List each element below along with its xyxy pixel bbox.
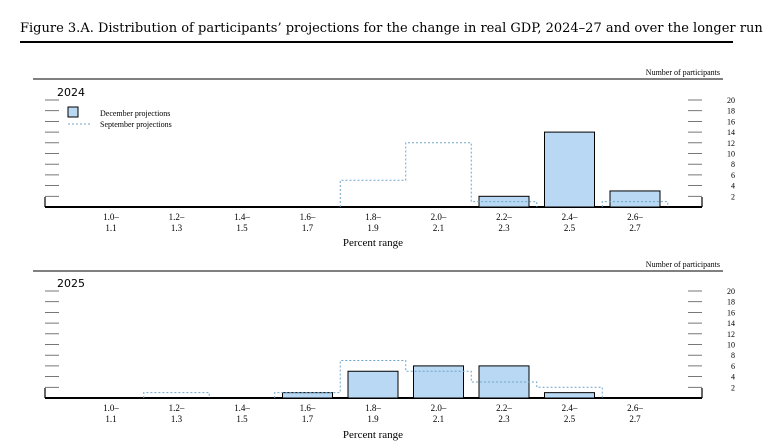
y-tick-label: 4 xyxy=(731,373,735,382)
x-axis-title: Percent range xyxy=(343,237,403,249)
bar-december xyxy=(413,365,464,399)
y-tick-label: 2 xyxy=(731,383,735,392)
chart-panel-2024: Number of participants202424681012141618… xyxy=(33,68,735,249)
x-tick-label-line: 2.2– xyxy=(496,403,512,413)
x-tick-label: 2.4– 2.5 xyxy=(562,212,578,233)
x-tick-label: 2.6– 2.7 xyxy=(627,403,643,424)
y-tick-label: 10 xyxy=(727,150,735,159)
x-tick-label-line: 2.0– xyxy=(431,212,447,222)
x-tick-label-line: 1.0– xyxy=(103,403,119,413)
y-tick-label: 18 xyxy=(727,107,735,116)
x-tick-label-line: 1.3 xyxy=(171,414,183,424)
x-tick-label: 1.4– 1.5 xyxy=(234,212,250,233)
x-tick-label-line: 1.9 xyxy=(367,223,379,233)
x-tick-label-line: 1.3 xyxy=(171,223,183,233)
x-tick-label-line: 2.4– xyxy=(562,403,578,413)
y-tick-label: 6 xyxy=(731,171,735,180)
x-tick-label: 1.6– 1.7 xyxy=(300,403,316,424)
x-tick-label: 1.6– 1.7 xyxy=(300,212,316,233)
x-tick-label-line: 2.5 xyxy=(564,223,576,233)
x-tick-label-line: 2.3 xyxy=(498,414,510,424)
legend-swatch-december xyxy=(67,106,79,118)
x-tick-label-line: 1.7 xyxy=(302,414,314,424)
x-tick-label-line: 1.8– xyxy=(365,212,381,222)
x-tick-label-line: 2.3 xyxy=(498,223,510,233)
y-tick-label: 2 xyxy=(731,192,735,201)
x-tick-label-line: 1.9 xyxy=(367,414,379,424)
x-tick-label-line: 2.6– xyxy=(627,403,643,413)
y-tick-label: 8 xyxy=(731,351,735,360)
y-tick-label: 4 xyxy=(731,182,735,191)
x-tick-label: 1.2– 1.3 xyxy=(169,212,185,233)
x-tick-label-line: 1.2– xyxy=(169,212,185,222)
x-tick-label: 1.2– 1.3 xyxy=(169,403,185,424)
legend-label-december: December projections xyxy=(100,109,170,118)
x-axis-title: Percent range xyxy=(343,429,403,441)
x-tick-label-line: 1.5 xyxy=(236,414,248,424)
x-tick-label-line: 1.6– xyxy=(300,212,316,222)
x-tick-label: 1.8– 1.9 xyxy=(365,403,381,424)
y-tick-label: 8 xyxy=(731,160,735,169)
x-tick-label-line: 2.5 xyxy=(564,414,576,424)
x-tick-label-line: 1.2– xyxy=(169,403,185,413)
x-tick-label-line: 2.1 xyxy=(433,414,444,424)
september-step-line xyxy=(143,360,603,398)
x-tick-label-line: 2.7 xyxy=(629,414,641,424)
x-tick-label-line: 1.5 xyxy=(236,223,248,233)
y-tick-label: 16 xyxy=(727,117,735,126)
legend-label-september: September projections xyxy=(100,120,172,129)
y-tick-label: 14 xyxy=(727,128,735,137)
y-tick-label: 16 xyxy=(727,308,735,317)
y-tick-label: 10 xyxy=(727,341,735,350)
x-tick-label: 2.2– 2.3 xyxy=(496,403,512,424)
legend: December projections September projection… xyxy=(67,106,172,129)
x-tick-label: 2.2– 2.3 xyxy=(496,212,512,233)
y-axis-title: Number of participants xyxy=(646,260,720,269)
x-tick-label-line: 1.4– xyxy=(234,403,250,413)
bar-december xyxy=(282,392,333,399)
x-tick-label: 2.4– 2.5 xyxy=(562,403,578,424)
y-tick-label: 6 xyxy=(731,362,735,371)
x-tick-label-line: 2.0– xyxy=(431,403,447,413)
x-tick-label: 2.0– 2.1 xyxy=(431,212,447,233)
title-rule xyxy=(20,41,733,43)
september-step-line xyxy=(339,142,669,207)
y-axis-title: Number of participants xyxy=(646,68,720,77)
chart-panel-2025: Number of participants202524681012141618… xyxy=(33,260,735,441)
x-tick-label-line: 1.0– xyxy=(103,212,119,222)
bar-december xyxy=(544,392,595,399)
panel-title: 2024 xyxy=(57,86,85,99)
bar-december xyxy=(544,131,595,208)
y-tick-label: 20 xyxy=(727,96,735,105)
x-tick-label-line: 1.4– xyxy=(234,212,250,222)
x-tick-label-line: 2.6– xyxy=(627,212,643,222)
panel-title: 2025 xyxy=(57,277,85,290)
x-tick-label: 1.0– 1.1 xyxy=(103,212,119,233)
y-tick-label: 20 xyxy=(727,287,735,296)
bar-december xyxy=(347,370,399,399)
figure-title: Figure 3.A. Distribution of participants… xyxy=(20,21,763,36)
x-tick-label-line: 1.8– xyxy=(365,403,381,413)
x-tick-label-line: 2.2– xyxy=(496,212,512,222)
x-tick-label-line: 1.1 xyxy=(105,414,116,424)
x-tick-label-line: 1.7 xyxy=(302,223,314,233)
y-tick-label: 12 xyxy=(727,139,735,148)
y-tick-label: 18 xyxy=(727,298,735,307)
x-tick-label: 1.4– 1.5 xyxy=(234,403,250,424)
x-tick-label-line: 2.4– xyxy=(562,212,578,222)
x-tick-label-line: 2.1 xyxy=(433,223,444,233)
x-tick-label-line: 1.1 xyxy=(105,223,116,233)
x-tick-label: 1.8– 1.9 xyxy=(365,212,381,233)
x-tick-label: 2.6– 2.7 xyxy=(627,212,643,233)
y-tick-label: 12 xyxy=(727,330,735,339)
y-tick-label: 14 xyxy=(727,319,735,328)
x-tick-label-line: 1.6– xyxy=(300,403,316,413)
bar-december xyxy=(609,190,661,208)
x-tick-label: 2.0– 2.1 xyxy=(431,403,447,424)
x-tick-label-line: 2.7 xyxy=(629,223,641,233)
x-tick-label: 1.0– 1.1 xyxy=(103,403,119,424)
